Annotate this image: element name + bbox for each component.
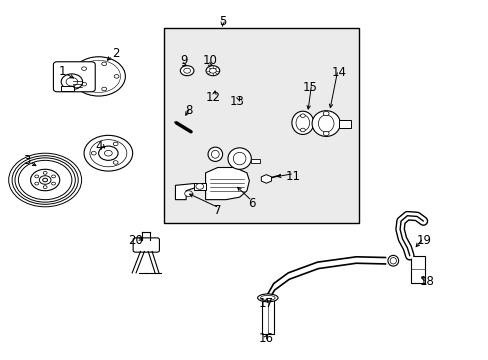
Circle shape <box>180 66 194 76</box>
Circle shape <box>61 74 82 90</box>
Text: 4: 4 <box>95 140 102 153</box>
Circle shape <box>81 82 86 86</box>
Bar <box>339 120 351 128</box>
Circle shape <box>43 186 47 189</box>
Ellipse shape <box>207 147 222 161</box>
Text: 14: 14 <box>331 66 346 79</box>
Circle shape <box>81 67 86 71</box>
Polygon shape <box>205 167 249 200</box>
Bar <box>61 86 74 91</box>
Circle shape <box>300 114 305 117</box>
Circle shape <box>39 176 51 184</box>
Bar <box>194 183 205 190</box>
Circle shape <box>35 175 39 178</box>
Ellipse shape <box>233 152 245 165</box>
Ellipse shape <box>295 115 309 131</box>
Circle shape <box>66 77 78 86</box>
Circle shape <box>113 161 118 164</box>
Ellipse shape <box>291 111 313 134</box>
Text: 13: 13 <box>229 95 244 108</box>
Text: 12: 12 <box>205 91 220 104</box>
Circle shape <box>43 171 47 174</box>
Bar <box>410 256 425 283</box>
Text: 2: 2 <box>112 47 119 60</box>
Circle shape <box>102 62 106 66</box>
Circle shape <box>114 75 119 78</box>
Bar <box>164 28 358 223</box>
FancyBboxPatch shape <box>53 62 95 92</box>
Circle shape <box>102 87 106 91</box>
Circle shape <box>184 191 192 197</box>
Circle shape <box>183 68 190 73</box>
Ellipse shape <box>311 111 340 136</box>
Ellipse shape <box>389 257 396 264</box>
Circle shape <box>209 68 216 73</box>
Ellipse shape <box>227 148 251 169</box>
Text: 18: 18 <box>419 275 433 288</box>
Ellipse shape <box>257 294 278 302</box>
Circle shape <box>300 128 305 132</box>
Text: 5: 5 <box>219 14 226 27</box>
Ellipse shape <box>318 115 333 132</box>
Circle shape <box>35 182 39 185</box>
Circle shape <box>323 111 328 116</box>
Ellipse shape <box>211 150 219 158</box>
Text: 6: 6 <box>247 197 255 210</box>
Text: 17: 17 <box>258 297 273 310</box>
Circle shape <box>30 169 60 191</box>
Text: 1: 1 <box>58 64 66 77</box>
Ellipse shape <box>387 255 398 266</box>
Text: 16: 16 <box>258 333 273 346</box>
Circle shape <box>72 57 125 96</box>
Circle shape <box>196 184 203 189</box>
Text: 3: 3 <box>23 154 30 167</box>
Circle shape <box>77 60 120 93</box>
Text: 11: 11 <box>285 170 300 183</box>
Ellipse shape <box>260 296 275 300</box>
Text: 9: 9 <box>180 54 187 67</box>
FancyBboxPatch shape <box>133 238 159 252</box>
Bar <box>250 159 259 163</box>
Text: 15: 15 <box>302 81 317 94</box>
Circle shape <box>205 66 219 76</box>
Text: 8: 8 <box>184 104 192 117</box>
Circle shape <box>52 175 56 178</box>
Text: 20: 20 <box>127 234 142 247</box>
Polygon shape <box>175 184 203 200</box>
Circle shape <box>104 150 112 156</box>
Circle shape <box>323 131 328 136</box>
Circle shape <box>99 146 118 160</box>
Circle shape <box>12 156 78 204</box>
Circle shape <box>52 182 56 185</box>
Circle shape <box>84 135 132 171</box>
Circle shape <box>9 153 81 207</box>
Circle shape <box>113 142 118 146</box>
Bar <box>261 300 274 334</box>
Circle shape <box>91 152 96 155</box>
Text: 19: 19 <box>416 234 431 247</box>
Circle shape <box>42 178 47 182</box>
Text: 7: 7 <box>214 204 221 217</box>
Circle shape <box>90 140 126 167</box>
Circle shape <box>15 158 75 202</box>
Text: 10: 10 <box>203 54 218 67</box>
Circle shape <box>19 160 72 200</box>
